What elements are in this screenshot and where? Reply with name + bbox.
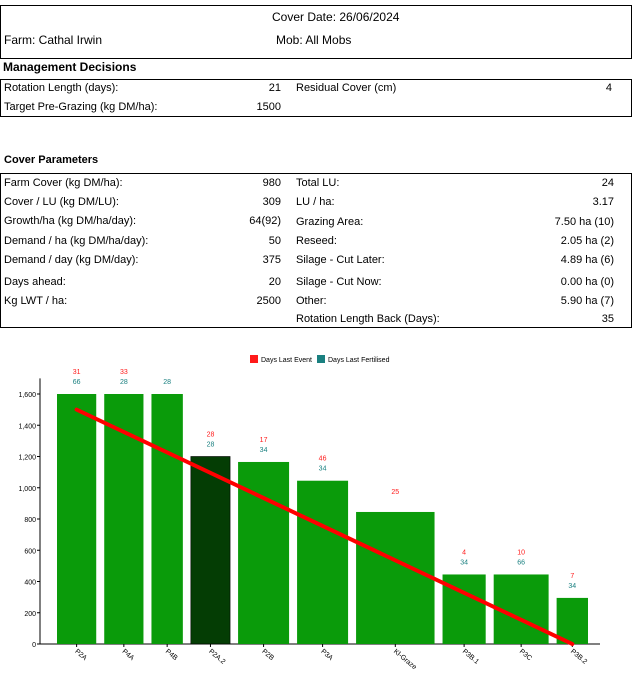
header-box <box>0 5 632 59</box>
y-tick-label: 200 <box>24 611 36 618</box>
x-tick-label: P3B.1 <box>461 648 480 666</box>
cover-right-label: Reseed: <box>296 235 337 247</box>
days-last-event-label: 4 <box>462 549 466 556</box>
cover-left-label: Days ahead: <box>4 276 66 288</box>
residual-cover-value: 4 <box>605 82 612 94</box>
days-last-fertilised-label: 34 <box>460 559 468 566</box>
target-pregrazing-value: 1500 <box>256 101 281 113</box>
cover-right-label: Silage - Cut Now: <box>296 276 382 288</box>
legend-label-days-last-fertilised: Days Last Fertilised <box>328 357 390 364</box>
y-tick-label: 400 <box>24 580 36 587</box>
days-last-fertilised-label: 28 <box>163 379 171 386</box>
cover-right-label: Total LU: <box>296 177 340 189</box>
y-tick-label: 1,600 <box>18 392 36 399</box>
legend-label-days-last-event: Days Last Event <box>261 357 312 364</box>
legend-swatch-days-last-fertilised <box>317 355 325 363</box>
bar-kl-graze[interactable] <box>356 511 435 644</box>
days-last-event-label: 7 <box>570 573 574 580</box>
x-tick-label: Kl-Graze <box>392 648 418 671</box>
target-wedge-line <box>74 407 575 646</box>
cover-right-value: 4.89 ha (6) <box>560 254 614 266</box>
target-pregrazing-label: Target Pre-Grazing (kg DM/ha): <box>4 101 158 113</box>
cover-right-label: Grazing Area: <box>296 216 364 228</box>
x-tick-label: P2B <box>260 648 275 662</box>
rotation-length-label: Rotation Length (days): <box>4 82 119 94</box>
bar-p2b[interactable] <box>238 461 290 644</box>
days-last-fertilised-label: 34 <box>319 466 327 473</box>
cover-left-value: 50 <box>268 235 281 247</box>
cover-chart: Days Last Event Days Last Fertilised 0 20… <box>18 355 600 671</box>
y-tick-label: 600 <box>24 548 36 555</box>
cover-left-value: 2500 <box>256 295 281 307</box>
cover-right-value: 3.17 <box>592 196 614 208</box>
x-tick-label: P3C <box>518 648 533 662</box>
x-tick-label: P2A <box>73 648 88 662</box>
y-tick-label: 1,200 <box>18 455 36 462</box>
bar-p4b[interactable] <box>151 394 183 644</box>
legend: Days Last Event Days Last Fertilised <box>250 355 390 364</box>
cover-left-label: Growth/ha (kg DM/ha/day): <box>4 215 137 227</box>
x-tick-label: P2A.2 <box>207 648 226 666</box>
cover-left-value: 980 <box>262 177 281 189</box>
y-tick-label: 1,400 <box>18 423 36 430</box>
days-last-event-label: 46 <box>319 456 327 463</box>
x-tick-label: P3A <box>319 648 334 662</box>
cover-right-value: 2.05 ha (2) <box>560 235 614 247</box>
cover-left-label: Farm Cover (kg DM/ha): <box>4 177 123 189</box>
cover-left-value: 309 <box>262 196 281 208</box>
y-tick-label: 0 <box>32 642 36 649</box>
farm-name: Farm: Cathal Irwin <box>4 33 103 47</box>
days-last-event-label: 28 <box>207 432 215 439</box>
cover-right-label: Silage - Cut Later: <box>296 254 385 266</box>
residual-cover-label: Residual Cover (cm) <box>296 82 397 94</box>
rotation-length-value: 21 <box>268 82 281 94</box>
cover-date: Cover Date: 26/06/2024 <box>272 10 400 24</box>
days-last-fertilised-label: 66 <box>517 559 525 566</box>
x-tick-label: P4B <box>164 648 179 662</box>
management-box <box>0 79 632 117</box>
cover-box <box>0 173 632 328</box>
cover-right-value: 7.50 ha (10) <box>554 216 614 228</box>
cover-left-label: Demand / day (kg DM/day): <box>4 254 139 266</box>
bar-p2a[interactable] <box>57 394 97 644</box>
days-last-event-label: 25 <box>391 489 399 496</box>
legend-swatch-days-last-event <box>250 355 258 363</box>
cover-left-value: 375 <box>262 254 281 266</box>
cover-left-value: 20 <box>268 276 281 288</box>
days-last-event-label: 10 <box>517 549 525 556</box>
mob-name: Mob: All Mobs <box>276 33 352 47</box>
cover-right-value: 0.00 ha (0) <box>560 276 614 288</box>
x-tick-label: P4A <box>121 648 136 662</box>
y-tick-label: 800 <box>24 517 36 524</box>
management-title: Management Decisions <box>3 60 137 74</box>
cover-title: Cover Parameters <box>4 154 99 166</box>
days-last-event-label: 17 <box>260 437 268 444</box>
cover-left-label: Demand / ha (kg DM/ha/day): <box>4 235 149 247</box>
days-last-event-label: 31 <box>73 369 81 376</box>
cover-right-value: 5.90 ha (7) <box>560 295 614 307</box>
days-last-fertilised-label: 28 <box>207 442 215 449</box>
cover-left-value: 64(92) <box>249 215 281 227</box>
bar-p2a-2[interactable] <box>190 456 231 645</box>
days-last-fertilised-label: 66 <box>73 379 81 386</box>
cover-left-label: Cover / LU (kg DM/LU): <box>4 196 119 208</box>
days-last-fertilised-label: 34 <box>568 583 576 590</box>
x-tick-label: P3B.2 <box>569 648 588 666</box>
cover-right-label: Rotation Length Back (Days): <box>296 313 440 325</box>
cover-right-value: 35 <box>601 313 614 325</box>
cover-left-label: Kg LWT / ha: <box>4 295 68 307</box>
bar-p3a[interactable] <box>297 480 349 644</box>
cover-right-label: Other: <box>296 295 327 307</box>
bar-p3b-2[interactable] <box>556 597 588 644</box>
y-tick-label: 1,000 <box>18 486 36 493</box>
days-last-event-label: 33 <box>120 369 128 376</box>
days-last-fertilised-label: 34 <box>260 447 268 454</box>
bar-p4a[interactable] <box>104 394 144 644</box>
cover-right-value: 24 <box>601 177 614 189</box>
cover-right-label: LU / ha: <box>296 196 335 208</box>
days-last-fertilised-label: 28 <box>120 379 128 386</box>
